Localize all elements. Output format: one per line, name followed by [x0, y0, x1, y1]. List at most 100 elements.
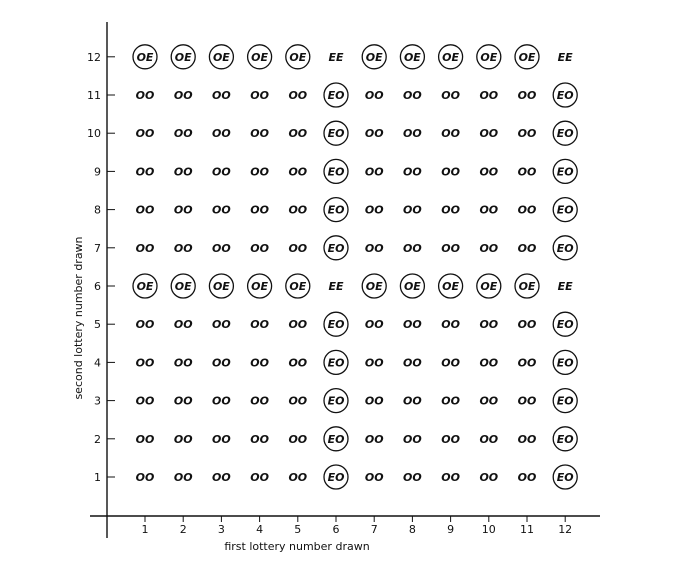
- outcome-cell-oe: OE: [251, 51, 268, 64]
- outcome-cell-eo: EO: [557, 318, 574, 331]
- x-tick-label: 3: [218, 523, 225, 536]
- outcome-cell-oe: OE: [289, 51, 306, 64]
- outcome-cell-oo: OO: [174, 318, 193, 331]
- outcome-circle: [246, 273, 273, 299]
- outcome-cell-oo: OO: [518, 433, 537, 446]
- outcome-cell-oe: OE: [137, 280, 154, 293]
- outcome-circle: [323, 235, 349, 261]
- outcome-cell-oo: OO: [441, 471, 460, 484]
- outcome-circle: [170, 273, 196, 299]
- x-tick-label: 8: [409, 523, 416, 536]
- outcome-circle: [437, 44, 464, 70]
- outcome-cell-oo: OO: [441, 318, 460, 331]
- outcome-cell-oo: OO: [174, 471, 193, 484]
- outcome-cell-oe: OE: [519, 51, 536, 64]
- outcome-cell-oo: OO: [288, 89, 307, 102]
- outcome-cell-oo: OO: [479, 204, 498, 217]
- outcome-cell-oe: OE: [442, 51, 459, 64]
- x-tick-label: 4: [256, 523, 263, 536]
- outcome-cell-oe: OE: [366, 280, 383, 293]
- outcome-circle: [323, 349, 349, 376]
- outcome-cell-oo: OO: [288, 165, 307, 178]
- outcome-cell-oo: OO: [365, 356, 384, 369]
- outcome-cell-oo: OO: [288, 204, 307, 217]
- outcome-cell-oe: OE: [289, 280, 306, 293]
- outcome-cell-oo: OO: [479, 89, 498, 102]
- outcome-cell-oo: OO: [518, 242, 537, 255]
- outcome-cell-oe: OE: [251, 280, 268, 293]
- outcome-cell-oo: OO: [174, 395, 193, 408]
- outcome-circle: [323, 464, 349, 490]
- outcome-cell-eo: EO: [328, 356, 345, 369]
- outcome-cell-oo: OO: [479, 356, 498, 369]
- outcome-circle: [514, 273, 540, 299]
- outcome-circle: [552, 349, 578, 376]
- outcome-cell-oo: OO: [212, 395, 231, 408]
- outcome-cell-eo: EO: [557, 356, 574, 369]
- outcome-cell-oo: OO: [365, 242, 384, 255]
- outcome-cell-oo: OO: [212, 204, 231, 217]
- outcome-cell-oo: OO: [479, 395, 498, 408]
- outcome-cell-oo: OO: [365, 89, 384, 102]
- y-tick-label: 1: [94, 471, 101, 484]
- outcome-cell-oe: OE: [175, 280, 192, 293]
- x-tick-label: 12: [558, 523, 572, 536]
- outcome-circle: [552, 426, 578, 452]
- outcome-cells: OE OE OE OE OE EE OE OE OE OE OE EE OO OO OO OO OO EO OO OO…: [132, 44, 578, 490]
- outcome-cell-oo: OO: [403, 318, 422, 331]
- outcome-cell-oo: OO: [250, 318, 269, 331]
- outcome-cell-oo: OO: [479, 242, 498, 255]
- outcome-circle: [399, 44, 426, 70]
- outcome-cell-eo: EO: [557, 204, 574, 217]
- outcome-cell-oo: OO: [403, 89, 422, 102]
- outcome-circle: [132, 44, 158, 70]
- y-tick-label: 11: [87, 89, 101, 102]
- outcome-cell-oo: OO: [136, 356, 155, 369]
- outcome-cell-oo: OO: [250, 165, 269, 178]
- outcome-circle: [208, 44, 235, 70]
- y-tick-label: 6: [94, 280, 101, 293]
- outcome-cell-eo: EO: [328, 318, 345, 331]
- outcome-cell-oo: OO: [136, 471, 155, 484]
- outcome-cell-oo: OO: [250, 356, 269, 369]
- outcome-cell-oo: OO: [136, 165, 155, 178]
- outcome-cell-oo: OO: [288, 318, 307, 331]
- x-tick-label: 5: [294, 523, 301, 536]
- y-tick-label: 4: [94, 356, 101, 369]
- outcome-cell-oo: OO: [136, 89, 155, 102]
- outcome-cell-oo: OO: [441, 433, 460, 446]
- outcome-cell-oo: OO: [212, 127, 231, 140]
- outcome-cell-oo: OO: [174, 433, 193, 446]
- outcome-circle: [132, 273, 158, 299]
- y-tick-label: 8: [94, 204, 101, 217]
- outcome-circle: [323, 120, 349, 146]
- outcome-circle: [552, 311, 578, 337]
- x-axis-title: first lottery number drawn: [224, 540, 369, 553]
- outcome-cell-oe: OE: [480, 280, 497, 293]
- y-tick-label: 7: [94, 242, 101, 255]
- outcome-circle: [323, 82, 349, 108]
- outcome-circle: [552, 464, 578, 490]
- y-tick-label: 12: [87, 51, 101, 64]
- outcome-circle: [170, 44, 196, 70]
- x-tick-label: 11: [520, 523, 534, 536]
- outcome-cell-eo: EO: [557, 395, 574, 408]
- y-tick-label: 9: [94, 165, 101, 178]
- outcome-cell-oo: OO: [518, 318, 537, 331]
- x-tick-label: 1: [142, 523, 149, 536]
- outcome-cell-oo: OO: [212, 433, 231, 446]
- outcome-cell-oo: OO: [441, 165, 460, 178]
- outcome-circle: [552, 158, 578, 185]
- outcome-circle: [323, 196, 349, 223]
- outcome-cell-oo: OO: [403, 471, 422, 484]
- outcome-circle: [476, 44, 502, 70]
- outcome-circle: [323, 426, 349, 452]
- outcome-cell-oo: OO: [250, 242, 269, 255]
- outcome-cell-eo: EO: [557, 433, 574, 446]
- outcome-cell-oo: OO: [250, 204, 269, 217]
- outcome-cell-ee: EE: [328, 51, 344, 64]
- outcome-cell-oo: OO: [212, 471, 231, 484]
- outcome-cell-oo: OO: [288, 127, 307, 140]
- outcome-circle: [552, 120, 578, 146]
- outcome-cell-oo: OO: [174, 165, 193, 178]
